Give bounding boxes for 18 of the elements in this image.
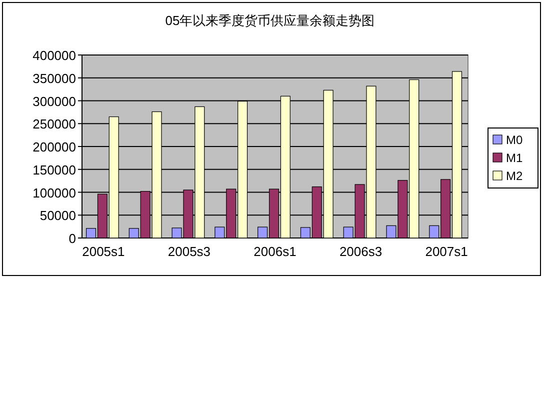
- y-tick-label: 0: [68, 231, 76, 246]
- y-tick-label: 150000: [32, 162, 76, 178]
- y-tick-label: 50000: [40, 208, 76, 224]
- y-tick-label: 100000: [32, 185, 76, 200]
- legend-label: M2: [506, 169, 523, 183]
- y-tick-label: 300000: [32, 94, 76, 109]
- legend-label: M0: [506, 133, 523, 147]
- x-tick-label: 2006s1: [254, 244, 296, 259]
- y-tick-label: 200000: [32, 140, 76, 154]
- y-tick-label: 350000: [32, 70, 76, 86]
- x-tick-label: 2005s1: [82, 244, 125, 259]
- x-tick-label: 2007s1: [425, 244, 468, 259]
- x-tick-label: 2006s3: [339, 244, 382, 259]
- chart-title: 05年以来季度货币供应量余额走势图: [165, 13, 375, 28]
- y-tick-label: 250000: [32, 116, 76, 132]
- x-tick-label: 2005s3: [168, 244, 211, 259]
- y-tick-label: 400000: [32, 48, 76, 63]
- legend-label: M1: [506, 151, 523, 165]
